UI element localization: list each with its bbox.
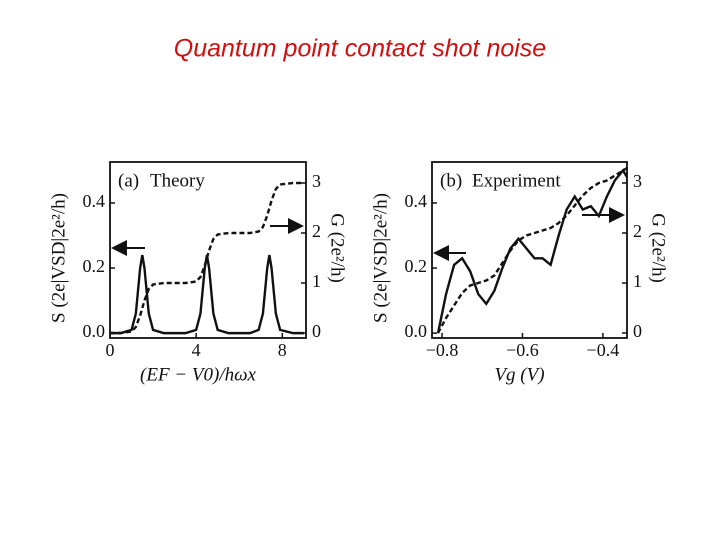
y-tick-label: 0.0 [83,321,106,341]
y-tick-label: 0.2 [405,256,428,276]
y2-tick-label: 0 [633,321,642,341]
x-tick-label: 0 [106,340,115,360]
y-tick-label: 0.4 [405,191,428,211]
y-tick-label: 0.0 [405,321,428,341]
panel-title: Experiment [472,170,561,191]
y2-tick-label: 1 [312,271,321,291]
y-axis-label: S (2e|VSD|2e²/h) [48,193,69,323]
x-tick-label: −0.8 [426,340,459,360]
y2-tick-label: 2 [633,221,642,241]
x-tick-label: 4 [192,340,201,360]
data-line [436,168,629,334]
panel-label: (a) [118,170,139,191]
x-tick-label: −0.4 [587,340,620,360]
data-line [436,166,628,334]
plot-frame [431,161,628,339]
y-tick-label: 0.2 [83,256,106,276]
y-axis-label: S (2e|VSD|2e²/h) [370,193,391,323]
y-tick-label: 0.4 [83,191,106,211]
x-tick-label: −0.6 [506,340,539,360]
arrows [111,207,625,261]
panel-title: Theory [150,170,205,191]
y2-tick-label: 1 [633,271,642,291]
panel-label: (b) [440,170,462,191]
slide-title: Quantum point contact shot noise [174,35,546,63]
y2-tick-label: 3 [312,171,321,191]
plot-frame [109,161,307,339]
y2-tick-label: 3 [633,171,642,191]
x-tick-label: 8 [278,340,287,360]
y2-tick-label: 2 [312,221,321,241]
y2-tick-label: 0 [312,321,321,341]
x-axis-label: Vg (V) [494,364,544,385]
y2-axis-label: G (2e²/h) [648,213,669,283]
y2-axis-label: G (2e²/h) [327,213,348,283]
x-axis-label: (EF − V0)/hωx [140,364,256,385]
